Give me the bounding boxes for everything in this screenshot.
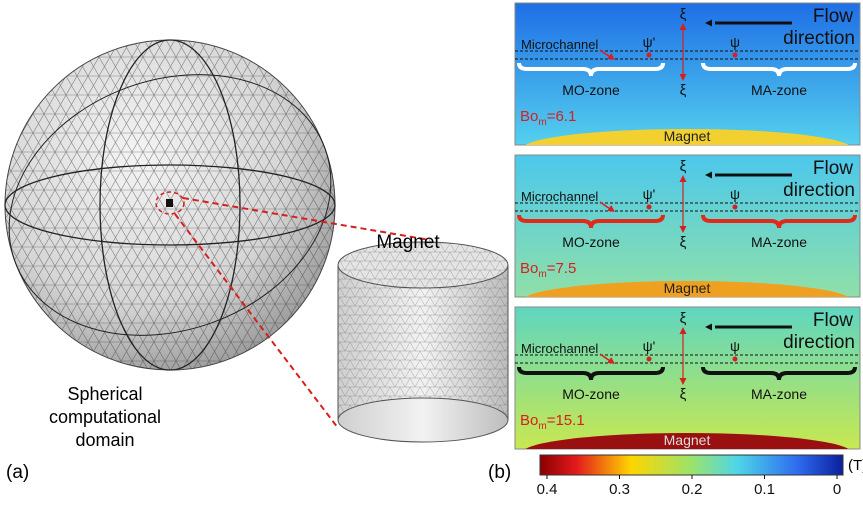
xi-label: ξ (680, 386, 687, 403)
domain-label: Spherical (67, 384, 142, 404)
colorbar-tick-label: 0.2 (682, 481, 703, 498)
psi-point (647, 53, 652, 58)
psi-point (733, 53, 738, 58)
magnet-label: Magnet (664, 128, 711, 144)
zone-label: MA-zone (751, 82, 807, 98)
psi-label: ψ (730, 34, 740, 50)
zone-label: MA-zone (751, 386, 807, 402)
psi-label: ψ (730, 186, 740, 202)
bond-value: =7.5 (547, 260, 577, 277)
xi-label: ξ (680, 158, 687, 175)
zone-label: MO-zone (562, 82, 620, 98)
domain-label: computational (49, 407, 161, 427)
psi-point (647, 357, 652, 362)
colorbar-tick-label: 0.1 (754, 481, 775, 498)
xi-label: ξ (680, 6, 687, 23)
magnet-label: Magnet (376, 232, 440, 253)
colorbar-tick-label: 0 (833, 481, 841, 498)
panel-label: (a) (6, 462, 29, 483)
magnet-label: Magnet (664, 280, 711, 296)
xi-label: ξ (680, 234, 687, 251)
psi-label: ψ (730, 338, 740, 354)
bond-value: =6.1 (547, 108, 577, 125)
zone-label: MO-zone (562, 386, 620, 402)
bond-subscript: m (538, 269, 546, 280)
colorbar (540, 455, 843, 475)
flow-label: direction (783, 180, 855, 201)
bond-symbol: Bo (520, 412, 538, 429)
zone-label: MO-zone (562, 234, 620, 250)
flow-label: Flow (813, 310, 853, 331)
figure: Magnet Spherical computational domain (a… (0, 0, 863, 500)
flow-label: direction (783, 332, 855, 353)
bond-symbol: Bo (520, 260, 538, 277)
zone-label: MA-zone (751, 234, 807, 250)
cylinder (337, 242, 509, 442)
xi-label: ξ (680, 310, 687, 327)
panel-label: (b) (488, 462, 511, 483)
psi-label: ψ' (643, 186, 656, 202)
bond-subscript: m (538, 117, 546, 128)
psi-point (733, 205, 738, 210)
flow-label: Flow (813, 158, 853, 179)
domain-label: domain (75, 430, 134, 450)
colorbar-unit: (T) (848, 457, 863, 474)
flow-label: direction (783, 28, 855, 49)
xi-label: ξ (680, 82, 687, 99)
microchannel-label: Microchannel (521, 189, 598, 204)
colorbar-tick-label: 0.3 (609, 481, 630, 498)
bond-value: =15.1 (547, 412, 585, 429)
psi-label: ψ' (643, 34, 656, 50)
microchannel-label: Microchannel (521, 341, 598, 356)
psi-label: ψ' (643, 338, 656, 354)
bond-subscript: m (538, 421, 546, 432)
flow-label: Flow (813, 6, 853, 27)
colorbar-tick-label: 0.4 (537, 481, 558, 498)
psi-point (733, 357, 738, 362)
sphere (0, 31, 368, 379)
bond-symbol: Bo (520, 108, 538, 125)
microchannel-label: Microchannel (521, 37, 598, 52)
psi-point (647, 205, 652, 210)
magnet-label: Magnet (664, 432, 711, 448)
